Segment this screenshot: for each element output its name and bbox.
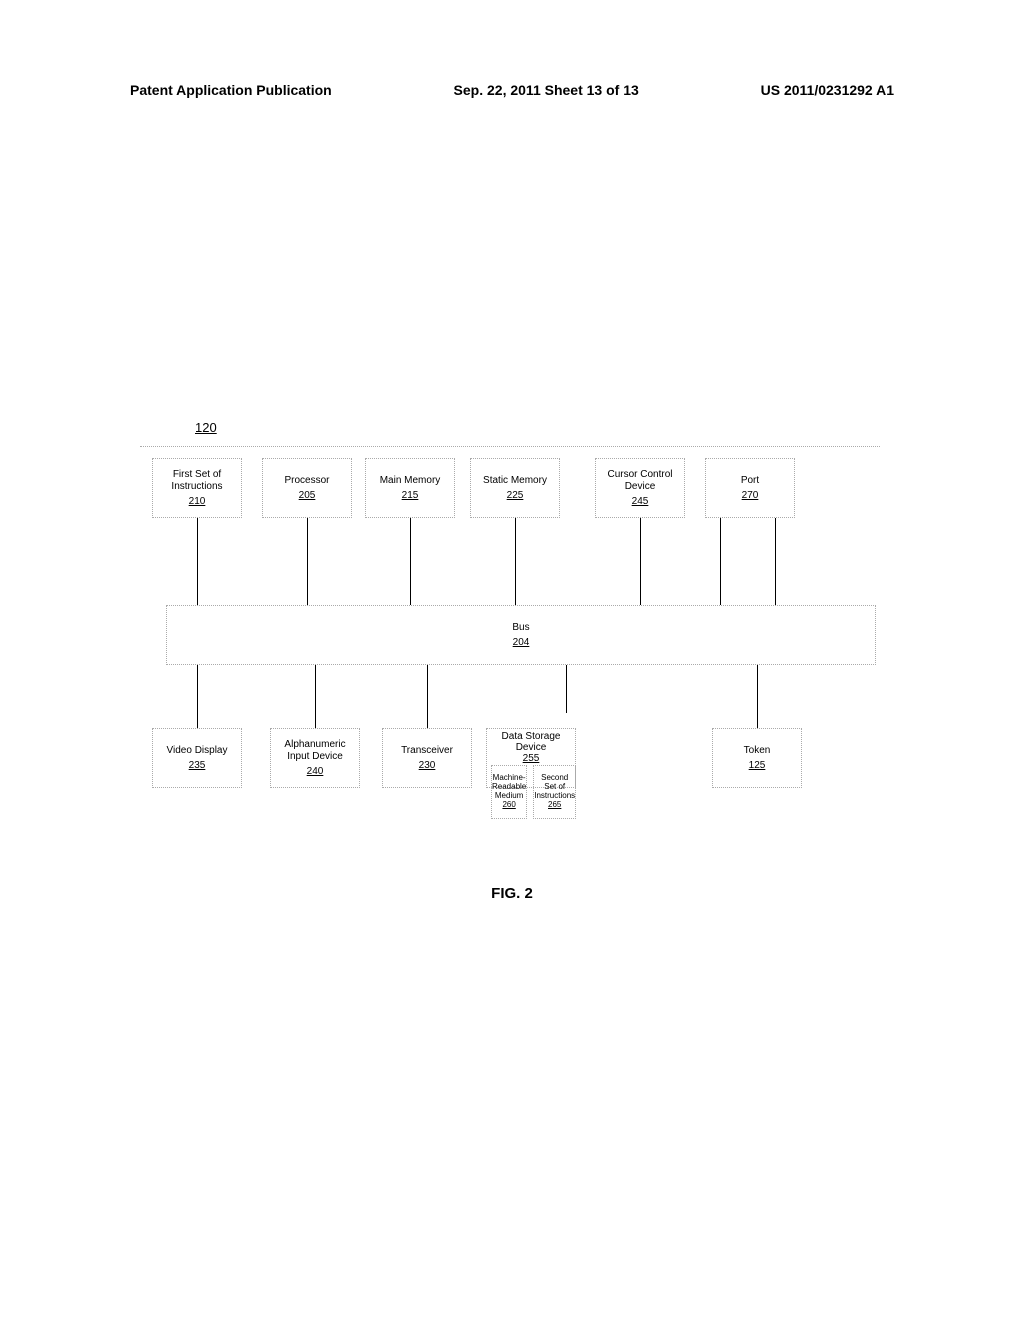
block-processor: Processor 205 bbox=[262, 458, 352, 518]
diagram-container: 120 First Set of Instructions 210 Proces… bbox=[140, 430, 880, 870]
ds-ref: 255 bbox=[523, 753, 540, 764]
block-cursor-control: Cursor Control Device 245 bbox=[595, 458, 685, 518]
block-ref: 210 bbox=[189, 496, 206, 507]
header-left: Patent Application Publication bbox=[130, 82, 332, 98]
bus-ref: 204 bbox=[513, 637, 530, 648]
block-label: Video Display bbox=[167, 745, 228, 757]
header-mid: Sep. 22, 2011 Sheet 13 of 13 bbox=[454, 82, 639, 98]
block-ref: 215 bbox=[402, 490, 419, 501]
connector bbox=[757, 665, 758, 728]
block-bus: Bus 204 bbox=[166, 605, 876, 665]
block-label: First Set of Instructions bbox=[156, 469, 238, 492]
connector bbox=[197, 665, 198, 728]
block-ref: 270 bbox=[742, 490, 759, 501]
block-label: Alphanumeric Input Device bbox=[274, 739, 356, 762]
block-machine-readable-medium: Machine-Readable Medium 260 bbox=[491, 765, 527, 819]
block-ref: 230 bbox=[419, 760, 436, 771]
block-alpha-input: Alphanumeric Input Device 240 bbox=[270, 728, 360, 788]
block-first-instructions: First Set of Instructions 210 bbox=[152, 458, 242, 518]
connector bbox=[566, 665, 567, 713]
block-second-instructions: Second Set of Instructions 265 bbox=[533, 765, 576, 819]
connector bbox=[197, 518, 198, 605]
block-label: Main Memory bbox=[380, 475, 441, 487]
block-video-display: Video Display 235 bbox=[152, 728, 242, 788]
connector bbox=[427, 665, 428, 728]
header-right: US 2011/0231292 A1 bbox=[761, 82, 894, 98]
block-label: Cursor Control Device bbox=[599, 469, 681, 492]
block-static-memory: Static Memory 225 bbox=[470, 458, 560, 518]
block-label: Transceiver bbox=[401, 745, 453, 757]
page-header: Patent Application Publication Sep. 22, … bbox=[130, 82, 894, 98]
block-ref: 125 bbox=[749, 760, 766, 771]
ds-label: Data Storage Device bbox=[487, 731, 575, 753]
figure-caption: FIG. 2 bbox=[0, 885, 1024, 902]
sub-label: Machine-Readable Medium bbox=[492, 774, 526, 800]
connector bbox=[307, 518, 308, 605]
connector bbox=[720, 518, 721, 605]
block-ref: 225 bbox=[507, 490, 524, 501]
block-ref: 205 bbox=[299, 490, 316, 501]
block-label: Processor bbox=[284, 475, 329, 487]
connector bbox=[315, 665, 316, 728]
block-transceiver: Transceiver 230 bbox=[382, 728, 472, 788]
container-ref: 120 bbox=[195, 420, 217, 435]
block-ref: 235 bbox=[189, 760, 206, 771]
connector bbox=[640, 518, 641, 605]
connector bbox=[410, 518, 411, 605]
block-ref: 240 bbox=[307, 766, 324, 777]
sub-ref: 265 bbox=[548, 801, 561, 810]
block-data-storage: Data Storage Device 255 Machine-Readable… bbox=[486, 728, 576, 788]
block-label: Token bbox=[744, 745, 771, 757]
bus-label: Bus bbox=[512, 622, 529, 633]
sub-label: Second Set of Instructions bbox=[534, 774, 575, 800]
connector bbox=[515, 518, 516, 605]
block-token: Token 125 bbox=[712, 728, 802, 788]
block-port: Port 270 bbox=[705, 458, 795, 518]
block-label: Port bbox=[741, 475, 759, 487]
block-ref: 245 bbox=[632, 496, 649, 507]
connector bbox=[775, 518, 776, 605]
sub-ref: 260 bbox=[502, 801, 515, 810]
block-label: Static Memory bbox=[483, 475, 547, 487]
block-main-memory: Main Memory 215 bbox=[365, 458, 455, 518]
